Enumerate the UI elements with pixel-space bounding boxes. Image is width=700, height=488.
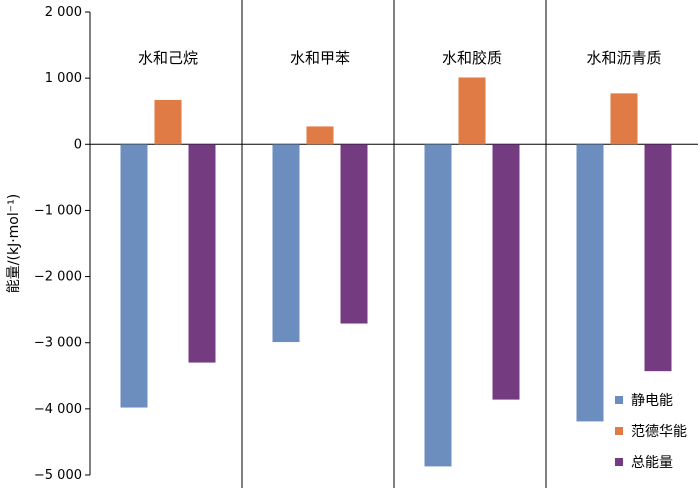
bar (576, 144, 604, 422)
y-tick-label: −1 000 (34, 203, 82, 218)
bar (188, 144, 216, 363)
bar (458, 77, 486, 145)
bar (610, 93, 638, 145)
category-label: 水和甲苯 (290, 49, 350, 67)
bar (424, 144, 452, 467)
bar (154, 99, 182, 145)
legend-swatch (615, 458, 623, 466)
legend-label: 范德华能 (631, 423, 687, 440)
bar (644, 144, 672, 372)
bar (340, 144, 368, 324)
bar (492, 144, 520, 400)
y-tick-label: 0 (74, 137, 82, 152)
y-tick-label: 2 000 (45, 5, 82, 20)
category-label: 水和沥青质 (586, 49, 661, 67)
category-label: 水和己烷 (138, 49, 198, 67)
panel-labels: 水和己烷 水和甲苯 水和胶质 水和沥青质 (138, 49, 662, 67)
legend-swatch (615, 427, 623, 435)
y-axis-label: 能量/(kJ·mol⁻¹) (6, 194, 22, 293)
y-tick-label: −5 000 (34, 468, 82, 483)
y-tick-label: −3 000 (34, 336, 82, 351)
bar (120, 144, 148, 408)
category-label: 水和胶质 (442, 49, 502, 67)
legend-label: 静电能 (631, 393, 673, 409)
y-tick-label: −4 000 (34, 402, 82, 417)
bar (272, 144, 300, 343)
bars (120, 77, 672, 467)
legend-label: 总能量 (631, 455, 673, 471)
y-tick-label: −2 000 (34, 270, 82, 285)
legend-swatch (615, 396, 623, 404)
y-tick-label: 1 000 (45, 71, 82, 86)
bar (306, 126, 334, 145)
